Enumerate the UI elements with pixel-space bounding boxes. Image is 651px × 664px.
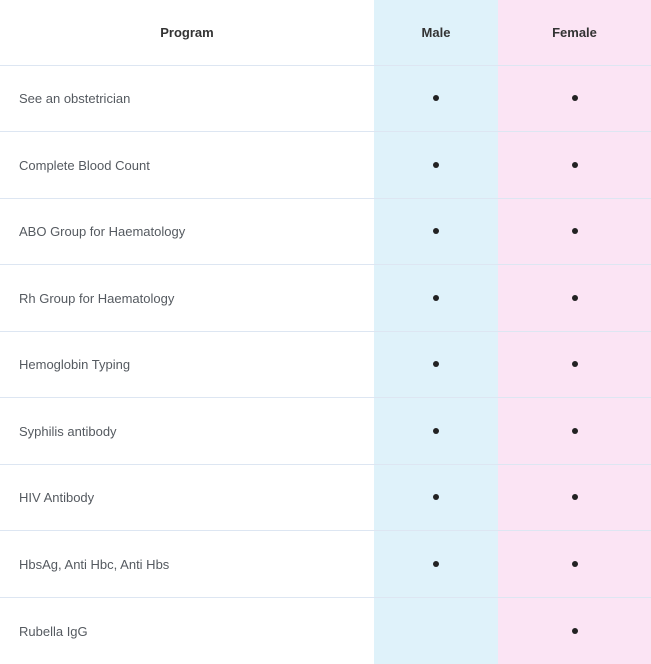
female-cell [498,223,651,241]
female-cell [498,156,651,174]
female-cell [498,555,651,573]
table-row: HIV Antibody [0,465,651,531]
female-column-background [498,0,651,664]
table-row: Hemoglobin Typing [0,332,651,398]
program-name: HbsAg, Anti Hbc, Anti Hbs [19,556,170,572]
female-cell [498,622,651,640]
bullet-dot-icon [433,95,439,102]
header-program: Program [160,25,214,40]
female-cell [498,289,651,307]
program-name: Complete Blood Count [19,157,150,173]
bullet-dot-icon [433,294,439,301]
bullet-dot-icon [433,560,439,567]
male-cell [374,156,498,174]
table-row: Syphilis antibody [0,398,651,465]
header-female: Female [552,25,597,40]
bullet-dot-icon [571,95,578,102]
male-cell [374,223,498,241]
male-column-background [374,0,498,664]
program-name: ABO Group for Haematology [19,224,186,239]
table-row: See an obstetrician [0,66,651,132]
program-name: Rh Group for Haematology [19,290,175,306]
bullet-dot-icon [571,627,578,634]
program-name: Syphilis antibody [19,423,117,439]
male-cell [374,555,498,573]
male-cell [374,489,498,507]
bullet-dot-icon [571,228,578,235]
bullet-dot-icon [571,560,578,567]
program-name: Hemoglobin Typing [19,357,131,372]
female-cell [498,489,651,507]
bullet-dot-icon [433,427,439,434]
table-row: HbsAg, Anti Hbc, Anti Hbs [0,531,651,598]
bullet-dot-icon [433,161,439,168]
table-row: Complete Blood Count [0,132,651,199]
female-cell [498,422,651,440]
female-cell [498,90,651,108]
bullet-dot-icon [571,161,578,168]
bullet-dot-icon [433,228,439,235]
male-cell [374,356,498,374]
program-name: HIV Antibody [19,490,95,505]
male-cell [374,289,498,307]
bullet-dot-icon [571,427,578,434]
bullet-dot-icon [571,494,578,501]
table-row: ABO Group for Haematology [0,199,651,265]
table-row: Rh Group for Haematology [0,265,651,332]
bullet-dot-icon [433,361,439,368]
bullet-dot-icon [571,361,578,368]
male-cell [374,90,498,108]
male-cell [374,422,498,440]
table-row: Rubella IgG [0,598,651,664]
table-header-row: Program Male Female [0,0,651,66]
female-cell [498,356,651,374]
program-name: Rubella IgG [19,623,88,639]
bullet-dot-icon [433,494,439,501]
bullet-dot-icon [571,294,578,301]
program-name: See an obstetrician [19,91,131,106]
header-male: Male [421,25,451,40]
